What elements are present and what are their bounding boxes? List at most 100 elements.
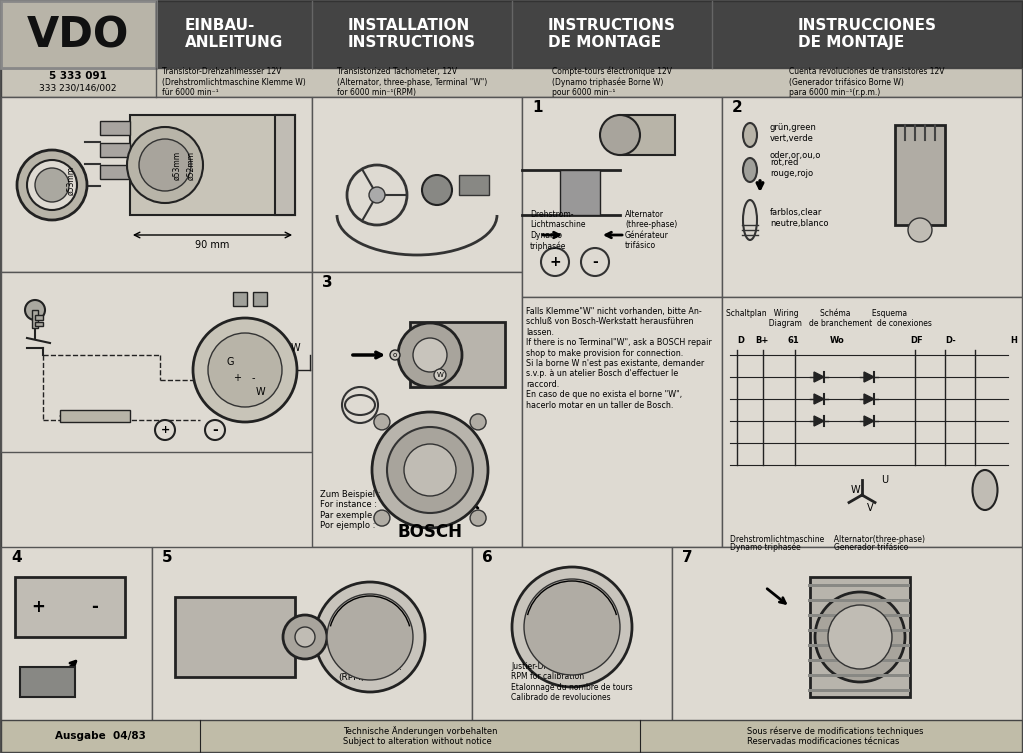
Text: BOSCH: BOSCH: [398, 523, 462, 541]
Text: 4: 4: [11, 550, 21, 565]
Ellipse shape: [973, 470, 997, 510]
Bar: [1, 68, 1022, 97]
Text: Drehstromlichtmaschine    Alternator(three-phase): Drehstromlichtmaschine Alternator(three-…: [730, 535, 925, 544]
Bar: [1, 97, 312, 272]
Bar: [1, 1, 155, 68]
Polygon shape: [864, 372, 874, 382]
Text: Compte-tours électronique 12V
(Dynamo triphasée Borne W)
pour 6000 min⁻¹: Compte-tours électronique 12V (Dynamo tr…: [552, 66, 672, 97]
Polygon shape: [864, 394, 874, 404]
Circle shape: [471, 510, 486, 526]
Text: 2: 2: [732, 99, 743, 114]
Bar: [722, 297, 1022, 547]
Ellipse shape: [743, 158, 757, 182]
Bar: [808, 584, 910, 587]
Circle shape: [295, 627, 315, 647]
Circle shape: [283, 615, 327, 659]
Circle shape: [828, 605, 892, 669]
Text: +: +: [233, 373, 241, 383]
Bar: [410, 322, 505, 387]
Text: ²/₃ min⁻¹ max.
(RPM): ²/₃ min⁻¹ max. (RPM): [338, 663, 402, 681]
Bar: [808, 629, 910, 632]
Circle shape: [398, 323, 462, 387]
Circle shape: [17, 150, 87, 220]
Text: W: W: [437, 372, 443, 378]
Text: Justier-Drehzahl
RPM for calibration
Etalonnage du nombre de tours
Calibrado de : Justier-Drehzahl RPM for calibration Eta…: [512, 662, 633, 702]
Bar: [808, 689, 910, 692]
Text: -: -: [92, 598, 98, 616]
Circle shape: [908, 218, 932, 242]
Text: VDO: VDO: [27, 14, 129, 56]
Text: H: H: [1010, 336, 1017, 345]
Bar: [20, 667, 75, 697]
Circle shape: [524, 579, 620, 675]
Circle shape: [541, 248, 569, 276]
Bar: [152, 547, 472, 722]
Bar: [1, 547, 152, 722]
Circle shape: [815, 592, 905, 682]
Text: 7: 7: [682, 550, 693, 565]
Text: Transistorized Tachometer, 12V
(Alternator, three-phase, Terminal "W")
for 6000 : Transistorized Tachometer, 12V (Alternat…: [337, 67, 487, 97]
Bar: [808, 614, 910, 617]
Text: Wo: Wo: [830, 336, 845, 345]
Circle shape: [471, 414, 486, 430]
Bar: [522, 297, 722, 547]
Circle shape: [512, 567, 632, 687]
Bar: [895, 125, 945, 225]
Text: rot,red
rouge,rojo: rot,red rouge,rojo: [770, 158, 813, 178]
Bar: [233, 292, 247, 306]
Circle shape: [193, 318, 297, 422]
Bar: [722, 97, 1022, 297]
Circle shape: [374, 414, 390, 430]
Polygon shape: [864, 416, 874, 426]
Text: Technische Änderungen vorbehalten
Subject to alteration without notice: Technische Änderungen vorbehalten Subjec…: [343, 726, 497, 746]
Text: D: D: [737, 336, 744, 345]
Circle shape: [27, 160, 77, 210]
Text: W: W: [255, 387, 265, 397]
Circle shape: [155, 420, 175, 440]
Text: W: W: [291, 343, 300, 353]
Bar: [253, 292, 267, 306]
Text: +: +: [31, 598, 45, 616]
Bar: [472, 547, 672, 722]
Bar: [620, 115, 675, 155]
Circle shape: [601, 115, 640, 155]
Text: U: U: [882, 475, 889, 485]
Circle shape: [413, 338, 447, 372]
Text: Cuenta revoluciones de transistores 12V
(Generador trifásico Borne W)
para 6000 : Cuenta revoluciones de transistores 12V …: [790, 67, 945, 97]
Text: D-: D-: [945, 336, 955, 345]
Text: -: -: [212, 423, 218, 437]
Text: grün,green
vert,verde: grün,green vert,verde: [770, 123, 817, 143]
Text: Zum Beispiel :
For instance :
Par exemple :
Por ejemplo :: Zum Beispiel : For instance : Par exempl…: [320, 490, 381, 530]
Text: farblos,clear
neutre,blanco: farblos,clear neutre,blanco: [770, 209, 829, 227]
Text: 333 230/146/002: 333 230/146/002: [39, 84, 117, 93]
Text: DF: DF: [910, 336, 923, 345]
Bar: [1, 1, 1022, 68]
Bar: [808, 599, 910, 602]
Text: G: G: [226, 357, 233, 367]
Circle shape: [581, 248, 609, 276]
Text: Dynamo triphasée              Generador trifásico: Dynamo triphasée Generador trifásico: [730, 543, 908, 553]
Bar: [1, 720, 1022, 752]
Bar: [15, 577, 125, 637]
Bar: [35, 322, 43, 326]
Circle shape: [434, 369, 446, 381]
Bar: [808, 674, 910, 677]
Text: Drehstrom-
Lichtmaschine
Dynamo
triphasée: Drehstrom- Lichtmaschine Dynamo triphasé…: [530, 210, 585, 251]
Text: ø53mm: ø53mm: [66, 166, 76, 194]
Text: 1: 1: [532, 99, 542, 114]
Text: ø53mm: ø53mm: [173, 151, 182, 179]
Text: B+: B+: [755, 336, 768, 345]
Bar: [35, 315, 43, 320]
Text: Transistor-Drehzahlmesser 12V
(Drehstromlichtmaschine Klemme W)
für 6000 min⁻¹: Transistor-Drehzahlmesser 12V (Drehstrom…: [162, 67, 306, 97]
Bar: [175, 597, 295, 677]
Text: INSTRUCCIONES
DE MONTAJE: INSTRUCCIONES DE MONTAJE: [798, 18, 936, 50]
Text: 6: 6: [482, 550, 493, 565]
Circle shape: [208, 333, 282, 407]
Bar: [312, 97, 522, 272]
Text: 61: 61: [787, 336, 799, 345]
Text: -: -: [592, 255, 597, 269]
Circle shape: [390, 350, 400, 360]
Bar: [672, 547, 1022, 722]
Bar: [130, 115, 295, 215]
Polygon shape: [814, 394, 824, 404]
